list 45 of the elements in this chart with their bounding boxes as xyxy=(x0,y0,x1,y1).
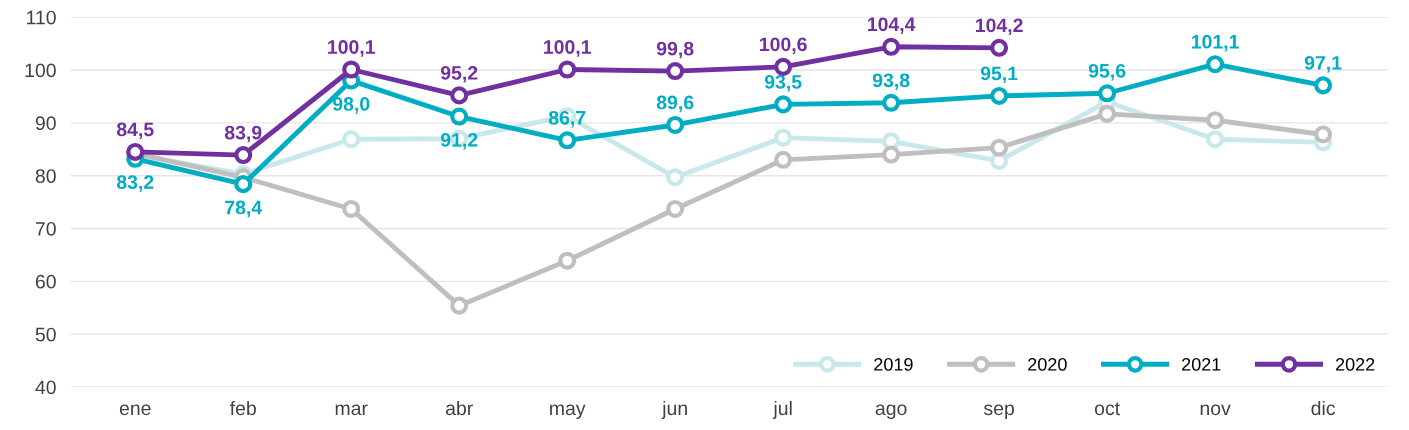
y-tick-label: 110 xyxy=(27,10,56,25)
data-label: 83,9 xyxy=(224,125,262,143)
data-label: 101,1 xyxy=(1191,34,1239,52)
data-label: 93,5 xyxy=(764,74,802,92)
data-label: 91,2 xyxy=(440,132,478,150)
data-label: 95,6 xyxy=(1088,63,1126,81)
data-label: 93,8 xyxy=(872,73,910,90)
data-label: 78,4 xyxy=(225,200,263,218)
x-tick-label: jun xyxy=(661,400,687,420)
x-tick-label: nov xyxy=(1200,404,1231,416)
data-label: 95,2 xyxy=(440,66,478,83)
x-tick-label: may xyxy=(550,404,586,420)
y-tick-label: 100 xyxy=(25,63,56,78)
data-label: 100,1 xyxy=(328,40,375,57)
y-tick-label: 70 xyxy=(35,221,56,236)
x-tick-label: oct xyxy=(1094,402,1120,416)
data-label: 83,2 xyxy=(116,175,154,192)
x-tick-label: abr xyxy=(445,400,473,416)
y-tick-label: 80 xyxy=(35,169,56,183)
x-tick-label: dic xyxy=(1311,400,1335,416)
legend-label: 2022 xyxy=(1335,358,1375,371)
data-label: 100,6 xyxy=(760,37,807,55)
data-label: 97,1 xyxy=(1304,55,1342,73)
y-tick-label: 40 xyxy=(35,380,56,395)
y-tick-label: 50 xyxy=(35,327,56,342)
data-label: 95,1 xyxy=(980,66,1018,84)
data-label: 104,2 xyxy=(976,18,1023,36)
legend-label: 2020 xyxy=(1028,358,1067,371)
x-tick-label: mar xyxy=(335,404,368,416)
data-label: 100,1 xyxy=(544,40,591,57)
y-tick-label: 90 xyxy=(35,116,56,131)
data-label: 89,6 xyxy=(656,95,694,113)
data-label: 98,0 xyxy=(332,97,370,114)
y-tick-label: 60 xyxy=(35,274,56,289)
legend-label: 2019 xyxy=(874,358,913,371)
data-label: 86,7 xyxy=(548,110,586,128)
x-tick-label: ago xyxy=(875,404,907,420)
legend-label: 2021 xyxy=(1182,358,1221,371)
data-label: 104,4 xyxy=(868,17,916,34)
x-tick-label: ene xyxy=(119,404,151,416)
x-tick-label: jul xyxy=(772,400,792,420)
x-tick-label: feb xyxy=(229,400,256,416)
data-label: 99,8 xyxy=(656,41,694,59)
data-label: 84,5 xyxy=(116,122,154,140)
x-tick-label: sep xyxy=(983,404,1014,420)
